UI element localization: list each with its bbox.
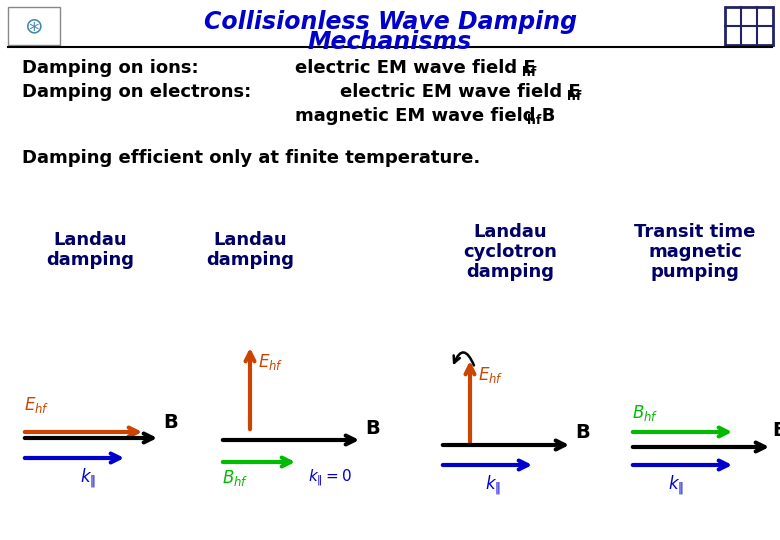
Text: electric EM wave field E: electric EM wave field E (340, 83, 580, 101)
Text: B: B (163, 413, 178, 431)
Text: Landau: Landau (473, 223, 547, 241)
Text: hf: hf (527, 113, 541, 126)
Text: $E_{hf}$: $E_{hf}$ (258, 352, 283, 372)
Text: $E_{hf}$: $E_{hf}$ (478, 365, 503, 385)
Text: $k_{\|}=0$: $k_{\|}=0$ (308, 468, 352, 489)
Text: Landau: Landau (213, 231, 287, 249)
Text: cyclotron: cyclotron (463, 243, 557, 261)
Text: B: B (575, 422, 590, 442)
Text: damping: damping (46, 251, 134, 269)
Text: pumping: pumping (651, 263, 739, 281)
Text: Landau: Landau (53, 231, 127, 249)
Text: $B_{hf}$: $B_{hf}$ (632, 403, 658, 423)
Text: $B_{hf}$: $B_{hf}$ (222, 468, 248, 488)
Text: hf: hf (567, 90, 581, 103)
Text: ⊛: ⊛ (25, 16, 44, 36)
Text: $k_{\|}$: $k_{\|}$ (668, 474, 684, 497)
Text: Transit time: Transit time (634, 223, 756, 241)
Text: B: B (365, 418, 380, 437)
Text: $E_{hf}$: $E_{hf}$ (24, 395, 49, 415)
Text: $k_{\|}$: $k_{\|}$ (485, 474, 501, 497)
Text: magnetic EM wave field B: magnetic EM wave field B (295, 107, 555, 125)
Text: magnetic: magnetic (648, 243, 742, 261)
Text: $k_{\|}$: $k_{\|}$ (80, 467, 96, 490)
Bar (725, 7, 773, 45)
Text: damping: damping (206, 251, 294, 269)
Bar (8, 7, 60, 45)
Text: Mechanisms: Mechanisms (308, 30, 472, 54)
Text: B: B (772, 421, 780, 440)
Text: damping: damping (466, 263, 554, 281)
Text: hf: hf (522, 65, 537, 78)
Text: Damping efficient only at finite temperature.: Damping efficient only at finite tempera… (22, 149, 480, 167)
Text: Collisionless Wave Damping: Collisionless Wave Damping (204, 10, 576, 34)
Text: Damping on electrons:: Damping on electrons: (22, 83, 251, 101)
Text: Damping on ions:: Damping on ions: (22, 59, 199, 77)
Text: electric EM wave field E: electric EM wave field E (295, 59, 536, 77)
